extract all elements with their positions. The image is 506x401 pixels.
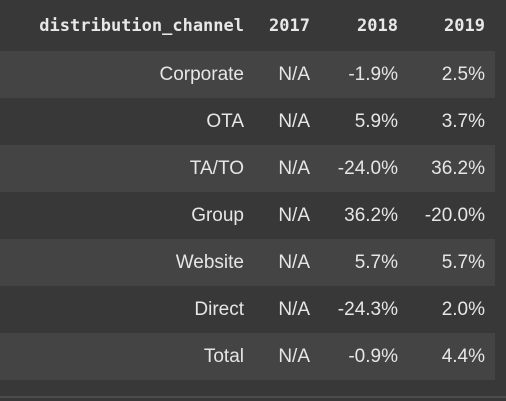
output-divider	[0, 396, 506, 398]
cell-2019: 2.0%	[408, 286, 495, 333]
column-header-2018: 2018	[320, 0, 408, 51]
cell-2018: -1.9%	[320, 51, 408, 98]
cell-2018: 36.2%	[320, 192, 408, 239]
table-row: Website N/A 5.7% 5.7%	[0, 239, 495, 286]
cell-2019: -20.0%	[408, 192, 495, 239]
table-header: distribution_channel 2017 2018 2019	[0, 0, 495, 51]
table-row: Direct N/A -24.3% 2.0%	[0, 286, 495, 333]
cell-2018: 5.7%	[320, 239, 408, 286]
dataframe-table: distribution_channel 2017 2018 2019 Corp…	[0, 0, 495, 380]
table-row: Group N/A 36.2% -20.0%	[0, 192, 495, 239]
row-label-cell: Direct	[0, 286, 254, 333]
table-row: Corporate N/A -1.9% 2.5%	[0, 51, 495, 98]
row-label-cell: OTA	[0, 98, 254, 145]
cell-2019: 2.5%	[408, 51, 495, 98]
cell-2018: -24.0%	[320, 145, 408, 192]
row-label-cell: Website	[0, 239, 254, 286]
header-row: distribution_channel 2017 2018 2019	[0, 0, 495, 51]
cell-2019: 3.7%	[408, 98, 495, 145]
cell-2017: N/A	[254, 286, 320, 333]
cell-2019: 5.7%	[408, 239, 495, 286]
row-label-cell: Total	[0, 333, 254, 380]
cell-2017: N/A	[254, 51, 320, 98]
cell-2017: N/A	[254, 192, 320, 239]
cell-2017: N/A	[254, 333, 320, 380]
cell-2018: -24.3%	[320, 286, 408, 333]
row-label-cell: Corporate	[0, 51, 254, 98]
table-row: TA/TO N/A -24.0% 36.2%	[0, 145, 495, 192]
row-label-cell: Group	[0, 192, 254, 239]
cell-2018: -0.9%	[320, 333, 408, 380]
cell-2018: 5.9%	[320, 98, 408, 145]
column-header-distribution-channel: distribution_channel	[0, 0, 254, 51]
cell-2019: 36.2%	[408, 145, 495, 192]
cell-2017: N/A	[254, 145, 320, 192]
column-header-2017: 2017	[254, 0, 320, 51]
table-body: Corporate N/A -1.9% 2.5% OTA N/A 5.9% 3.…	[0, 51, 495, 380]
cell-2017: N/A	[254, 98, 320, 145]
row-label-cell: TA/TO	[0, 145, 254, 192]
table-row: Total N/A -0.9% 4.4%	[0, 333, 495, 380]
cell-2017: N/A	[254, 239, 320, 286]
column-header-2019: 2019	[408, 0, 495, 51]
cell-2019: 4.4%	[408, 333, 495, 380]
table-row: OTA N/A 5.9% 3.7%	[0, 98, 495, 145]
